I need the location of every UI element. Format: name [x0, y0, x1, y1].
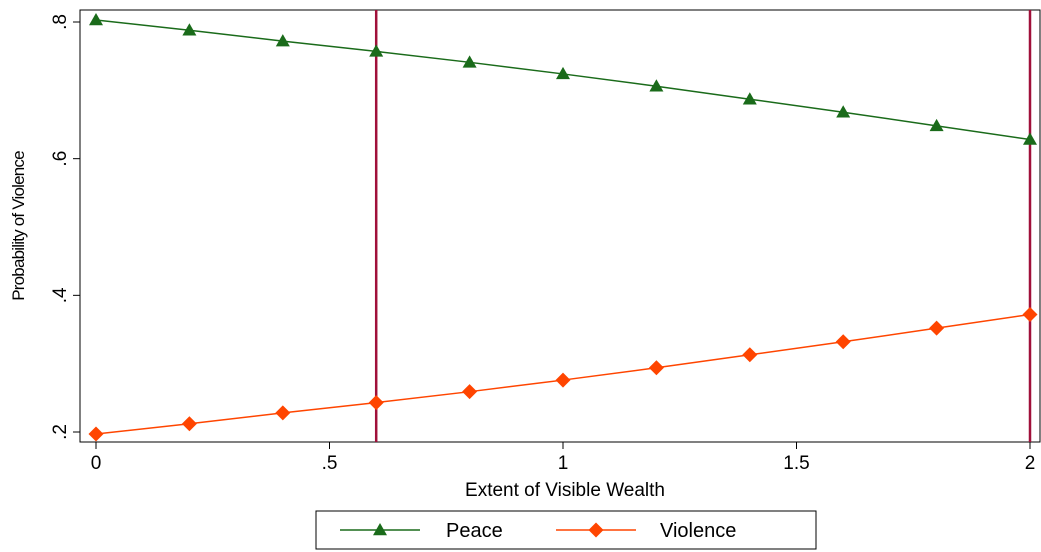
data-point-violence-7: [742, 347, 758, 363]
data-point-peace-3: [369, 44, 384, 57]
legend-item-peace: Peace: [340, 520, 503, 542]
data-point-violence-5: [555, 372, 571, 388]
y-tick-label-1: .4: [50, 287, 71, 303]
x-tick-label-3: 1.5: [783, 453, 809, 474]
legend: Peace Violence: [315, 510, 817, 550]
data-point-violence-4: [462, 384, 478, 400]
legend-label: Violence: [660, 520, 736, 542]
data-point-peace-5: [556, 66, 570, 80]
data-point-peace-8: [836, 105, 851, 118]
y-tick-label-3: .8: [50, 14, 71, 30]
data-point-peace-2: [275, 34, 290, 47]
data-point-peace-10: [1023, 132, 1037, 145]
x-tick-label-0: 0: [91, 453, 102, 474]
x-axis: 0 .5 1 1.5 2: [91, 442, 1036, 474]
data-point-violence-2: [275, 405, 291, 421]
series-layer: [88, 12, 1038, 442]
x-tick-label-4: 2: [1025, 453, 1036, 474]
legend-swatch-marker: [588, 522, 604, 538]
plot-area-frame: [79, 9, 1041, 443]
legend-swatch-marker: [373, 523, 387, 536]
reference-lines: [374, 10, 1032, 442]
y-axis-title: Probability of Violence: [9, 151, 28, 301]
y-tick-label-2: .6: [50, 151, 71, 167]
data-point-peace-0: [89, 12, 103, 26]
series-peace: [89, 12, 1037, 145]
data-point-violence-0: [88, 426, 104, 442]
legend-label: Peace: [446, 520, 503, 542]
data-point-violence-3: [368, 395, 384, 411]
data-point-violence-1: [181, 416, 197, 432]
y-axis: .2 .4 .6 .8: [50, 14, 80, 440]
data-point-peace-1: [182, 23, 197, 36]
x-tick-label-2: 1: [558, 453, 569, 474]
data-point-peace-7: [742, 92, 757, 105]
data-point-peace-4: [462, 55, 477, 68]
data-point-peace-9: [929, 118, 944, 132]
y-tick-label-0: .2: [50, 424, 71, 440]
legend-item-violence: Violence: [556, 520, 736, 542]
data-point-violence-8: [835, 334, 851, 350]
x-axis-title: Extent of Visible Wealth: [465, 480, 665, 501]
data-point-violence-6: [648, 360, 664, 376]
data-point-peace-6: [649, 79, 664, 92]
x-tick-label-1: .5: [322, 453, 338, 474]
series-violence: [88, 306, 1038, 442]
data-point-violence-10: [1022, 306, 1038, 322]
data-point-violence-9: [929, 320, 945, 336]
